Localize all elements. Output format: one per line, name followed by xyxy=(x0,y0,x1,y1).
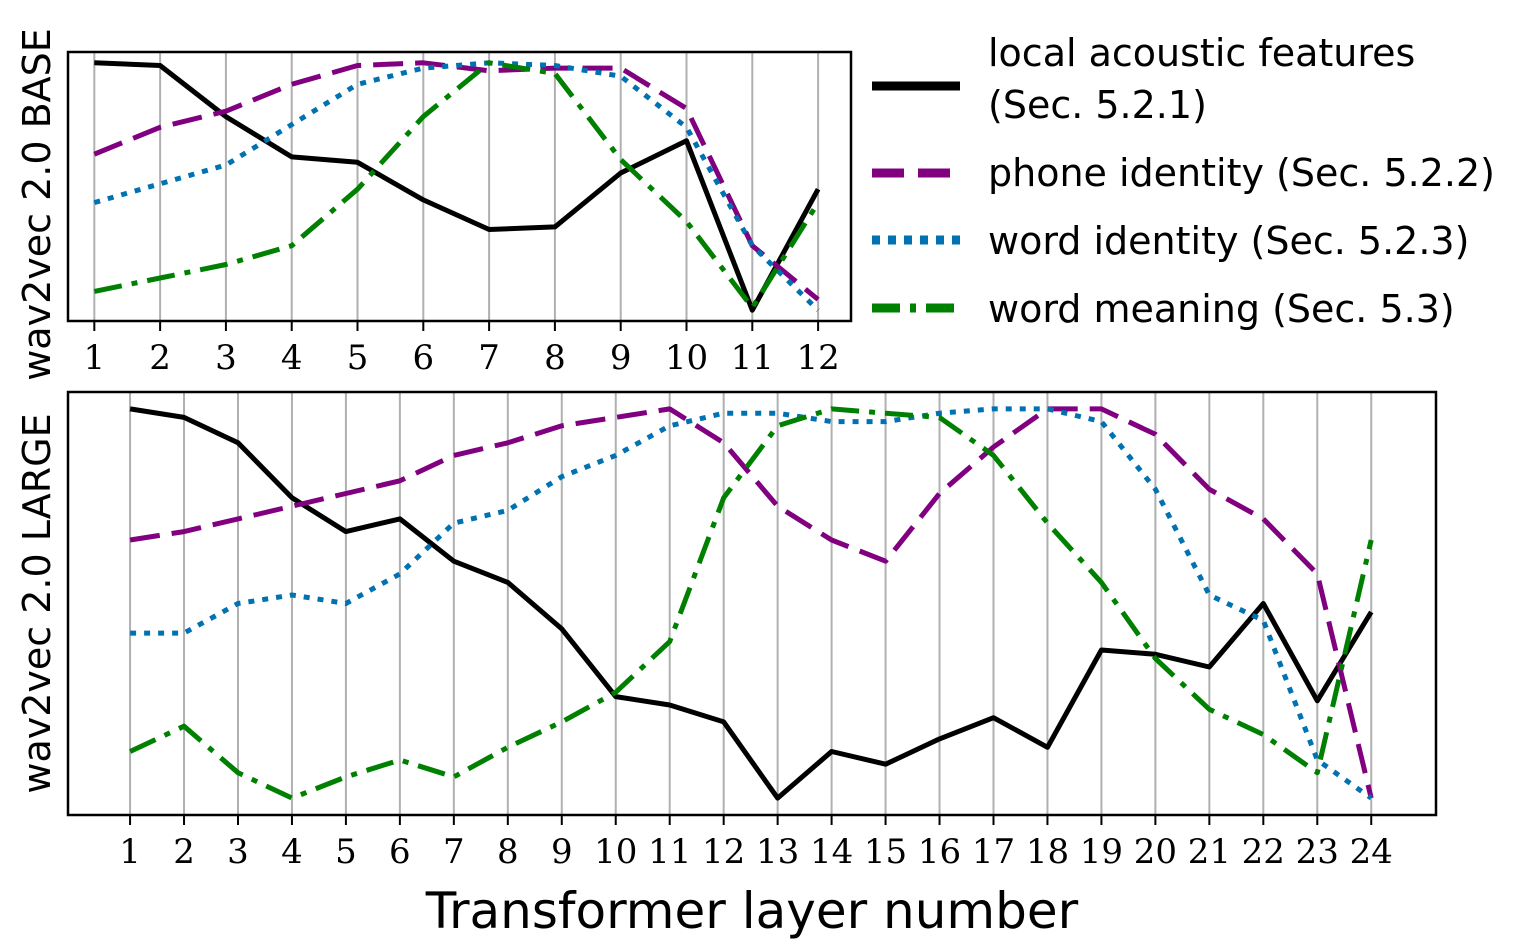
x-tick-label: 12 xyxy=(702,832,745,872)
x-tick-label: 11 xyxy=(648,832,691,872)
y-axis-label: wav2vec 2.0 BASE xyxy=(15,28,59,381)
legend-label-0-line2: (Sec. 5.2.1) xyxy=(988,83,1207,127)
x-tick-label: 2 xyxy=(149,338,171,378)
x-tick-label: 1 xyxy=(119,832,141,872)
x-tick-label: 15 xyxy=(864,832,907,872)
legend: local acoustic features (Sec. 5.2.1) phone… xyxy=(872,31,1495,331)
series-line-3 xyxy=(130,409,1371,798)
x-tick-label: 1 xyxy=(83,338,105,378)
x-tick-label: 3 xyxy=(227,832,249,872)
x-tick-label: 6 xyxy=(412,338,434,378)
x-tick-label: 12 xyxy=(796,338,839,378)
series-line-0 xyxy=(130,409,1371,798)
x-tick-label: 20 xyxy=(1134,832,1177,872)
x-tick-label: 8 xyxy=(497,832,519,872)
x-tick-label: 13 xyxy=(756,832,799,872)
x-axis-label: Transformer layer number xyxy=(425,882,1079,940)
legend-label-2: word identity (Sec. 5.2.3) xyxy=(988,219,1469,263)
x-tick-label: 10 xyxy=(594,832,637,872)
x-tick-label: 5 xyxy=(335,832,357,872)
series-line-1 xyxy=(130,409,1371,798)
x-tick-label: 16 xyxy=(918,832,961,872)
x-tick-label: 24 xyxy=(1350,832,1393,872)
x-tick-label: 17 xyxy=(972,832,1015,872)
x-tick-label: 3 xyxy=(215,338,237,378)
x-tick-label: 21 xyxy=(1188,832,1231,872)
legend-label-3: word meaning (Sec. 5.3) xyxy=(988,287,1455,331)
series-line-0 xyxy=(94,63,818,310)
x-tick-label: 6 xyxy=(389,832,411,872)
x-tick-label: 10 xyxy=(665,338,708,378)
x-tick-label: 5 xyxy=(347,338,369,378)
x-tick-label: 22 xyxy=(1242,832,1285,872)
x-tick-label: 7 xyxy=(478,338,500,378)
x-tick-label: 19 xyxy=(1080,832,1123,872)
y-axis-label: wav2vec 2.0 LARGE xyxy=(15,413,59,793)
x-tick-label: 8 xyxy=(544,338,566,378)
legend-label-1: phone identity (Sec. 5.2.2) xyxy=(988,151,1495,195)
x-tick-label: 9 xyxy=(610,338,632,378)
x-tick-label: 7 xyxy=(443,832,465,872)
x-tick-label: 4 xyxy=(281,338,303,378)
x-tick-label: 4 xyxy=(281,832,303,872)
panel-large: 1 2 3 4 5 6 7 8 9 10 11 12 13 14 15 16 17 18 19 20 21 22 23 24w… xyxy=(15,392,1436,940)
x-tick-label: 2 xyxy=(173,832,195,872)
x-tick-label: 14 xyxy=(810,832,853,872)
legend-label-0: local acoustic features xyxy=(988,31,1415,75)
x-tick-label: 9 xyxy=(551,832,573,872)
x-tick-label: 11 xyxy=(731,338,774,378)
x-tick-label: 23 xyxy=(1296,832,1339,872)
x-tick-label: 18 xyxy=(1026,832,1069,872)
series-line-2 xyxy=(130,409,1371,798)
